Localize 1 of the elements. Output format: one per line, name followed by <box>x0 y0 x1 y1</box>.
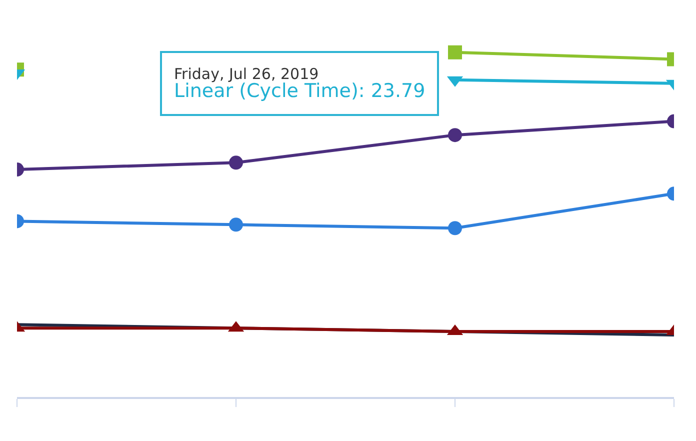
annotation: Friday, Jul 26, 2019 <box>174 65 319 83</box>
